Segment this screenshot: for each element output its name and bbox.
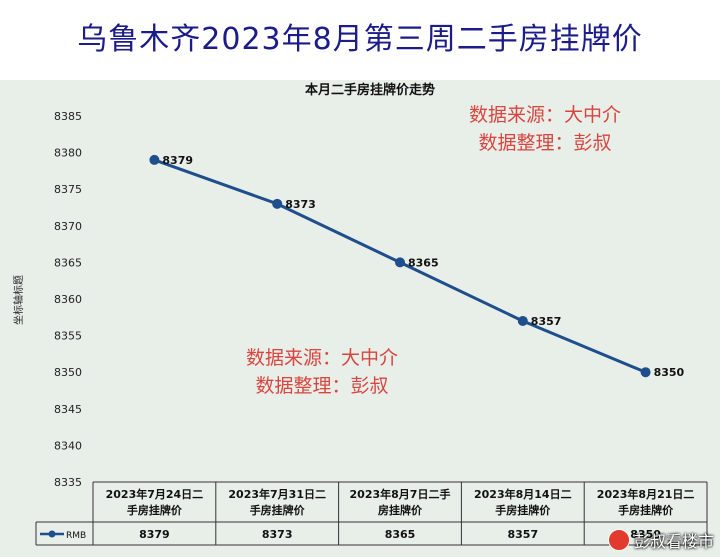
source-annotation: 数据整理：彭叔 [255, 375, 388, 397]
y-tick-label: 8380 [54, 147, 82, 160]
watermark-logo-icon [607, 529, 630, 551]
data-point [517, 315, 528, 326]
legend-label: RMB [66, 531, 86, 541]
page-title: 乌鲁木齐2023年8月第三周二手房挂牌价 [77, 22, 643, 57]
table-value: 8373 [262, 528, 293, 541]
y-tick-label: 8345 [54, 403, 82, 416]
table-category-label: 手房挂牌价 [127, 503, 183, 517]
y-tick-label: 8355 [54, 330, 82, 343]
table-category-label: 2023年7月24日二 [106, 487, 204, 501]
table-category-label: 2023年8月21日二 [597, 487, 695, 501]
table-value: 8379 [139, 528, 170, 541]
watermark: 彭叔看楼市 [607, 527, 714, 553]
header-banner: 乌鲁木齐2023年8月第三周二手房挂牌价 [0, 0, 720, 80]
y-tick-label: 8350 [54, 366, 82, 379]
source-annotation: 数据来源：大中介 [246, 347, 398, 369]
table-category-label: 房挂牌价 [378, 503, 423, 517]
data-label: 8379 [162, 154, 193, 167]
y-tick-label: 8365 [54, 256, 82, 269]
y-tick-label: 8385 [54, 110, 82, 123]
data-point [149, 154, 160, 165]
data-point [395, 257, 405, 268]
table-category-label: 2023年8月7日二手 [350, 487, 451, 501]
table-category-label: 手房挂牌价 [495, 503, 551, 517]
data-point [640, 367, 651, 378]
legend-marker [48, 530, 56, 538]
table-value: 8357 [507, 528, 538, 541]
source-annotation: 数据整理：彭叔 [478, 132, 611, 154]
table-value: 8365 [385, 528, 416, 541]
table-value: 8350 [630, 528, 661, 541]
y-tick-label: 8360 [54, 293, 82, 306]
table-category-label: 2023年7月31日二 [228, 487, 326, 501]
table-category-label: 手房挂牌价 [618, 503, 674, 517]
y-tick-label: 8335 [54, 476, 82, 489]
data-label: 8373 [285, 198, 316, 211]
y-tick-label: 8370 [54, 220, 82, 233]
y-axis-title: 坐标轴标题 [12, 275, 25, 325]
data-point [272, 198, 283, 209]
data-label: 8350 [654, 366, 685, 379]
table-category-label: 手房挂牌价 [250, 503, 306, 517]
table-category-label: 2023年8月14日二 [474, 487, 572, 501]
watermark-text: 彭叔看楼市 [633, 532, 714, 551]
chart-title: 本月二手房挂牌价走势 [305, 82, 435, 98]
y-tick-label: 8375 [54, 183, 82, 196]
data-label: 8357 [531, 315, 562, 328]
data-label: 8365 [408, 256, 439, 269]
y-tick-label: 8340 [54, 439, 82, 452]
source-annotation: 数据来源：大中介 [469, 104, 621, 126]
